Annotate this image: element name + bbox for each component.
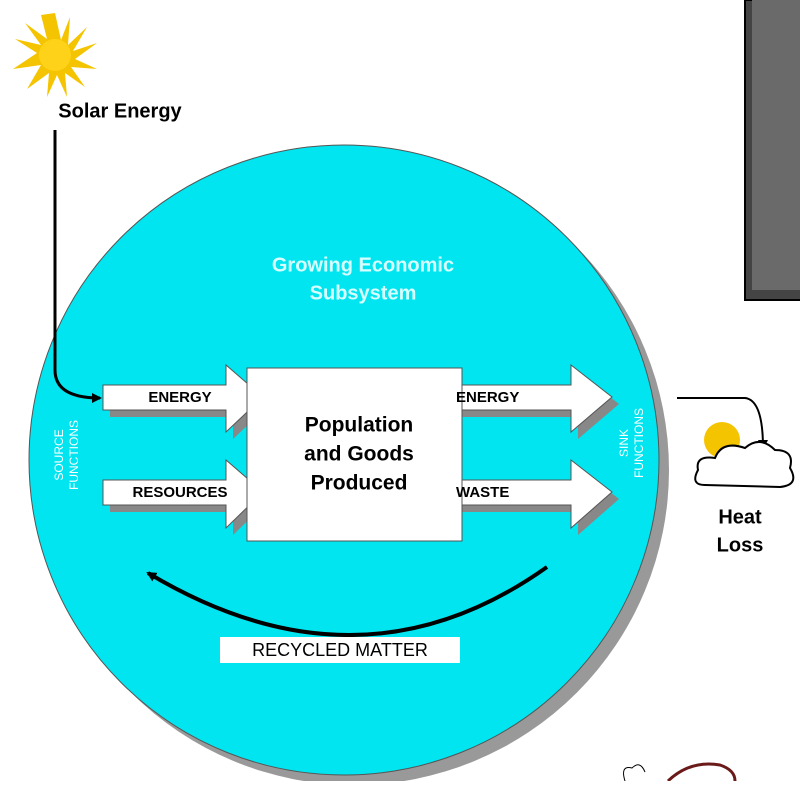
output-arrows <box>449 363 619 535</box>
solar-label: Solar Energy <box>58 100 182 122</box>
input-label: ENERGY <box>148 389 211 406</box>
sink-functions: FUNCTIONS <box>632 408 646 478</box>
photo-inner <box>752 0 800 290</box>
recycled-arrow <box>146 565 549 637</box>
subsystem-title: Subsystem <box>310 282 417 304</box>
sink-functions: SINK <box>617 429 631 457</box>
center-text: Population <box>305 414 414 437</box>
heat-loss: Heat <box>718 506 762 528</box>
recycled-label: RECYCLED MATTER <box>252 640 428 660</box>
decoration <box>666 762 737 783</box>
center-text: and Goods <box>304 443 414 466</box>
center-text: Produced <box>311 472 408 495</box>
output-label: WASTE <box>456 484 509 501</box>
solar-arrow <box>53 130 102 403</box>
input-label: RESOURCES <box>132 484 227 501</box>
sun-icon <box>13 13 97 97</box>
decoration <box>623 764 646 782</box>
subsystem-title: Growing Economic <box>272 254 454 276</box>
output-label: ENERGY <box>456 389 519 406</box>
cloud-sun-icon <box>694 422 795 489</box>
heat-loss: Loss <box>717 534 764 556</box>
recycled-box <box>220 637 460 663</box>
source-functions: FUNCTIONS <box>67 420 81 490</box>
source-functions: SOURCE <box>52 429 66 480</box>
input-arrows <box>102 363 270 535</box>
center-box <box>246 367 463 542</box>
heat-arrow <box>677 397 768 450</box>
